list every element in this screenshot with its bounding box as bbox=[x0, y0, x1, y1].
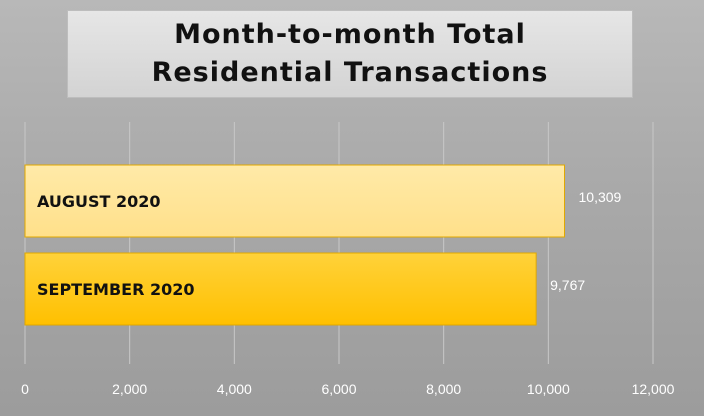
value-label: 9,767 bbox=[550, 277, 585, 293]
x-tick-label: 2,000 bbox=[112, 381, 147, 397]
x-tick-label: 6,000 bbox=[321, 381, 356, 397]
category-label: AUGUST 2020 bbox=[37, 192, 161, 211]
x-tick-label: 0 bbox=[21, 381, 29, 397]
chart-title-box: Month-to-month Total Residential Transac… bbox=[67, 10, 633, 98]
bar-1 bbox=[24, 164, 566, 238]
x-tick-label: 10,000 bbox=[527, 381, 570, 397]
value-label: 10,309 bbox=[579, 189, 622, 205]
chart-title: Month-to-month Total Residential Transac… bbox=[151, 19, 549, 88]
x-tick-label: 8,000 bbox=[426, 381, 461, 397]
category-label: SEPTEMBER 2020 bbox=[37, 280, 195, 299]
x-tick-label: 4,000 bbox=[217, 381, 252, 397]
bar-2 bbox=[24, 252, 537, 326]
x-tick-label: 12,000 bbox=[632, 381, 675, 397]
